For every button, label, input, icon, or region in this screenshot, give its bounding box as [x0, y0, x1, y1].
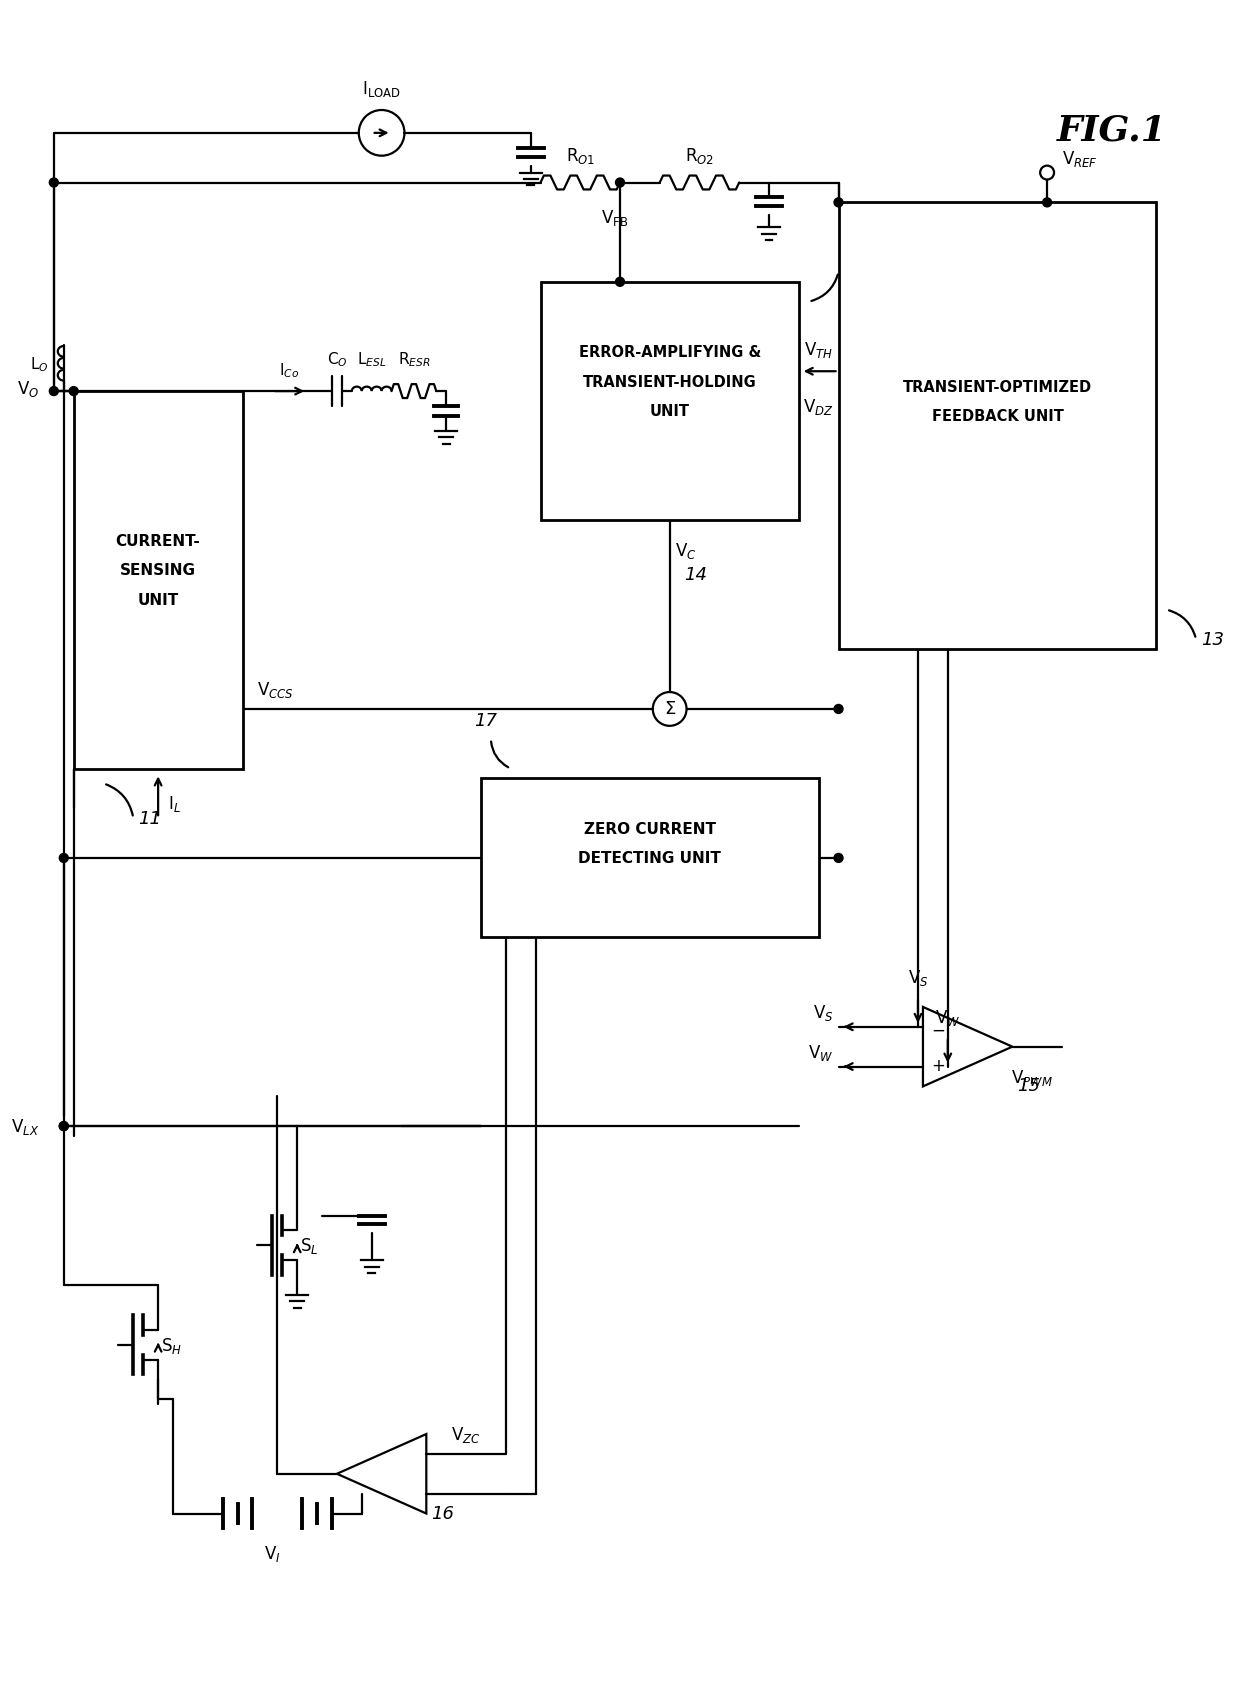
- Text: DETECTING UNIT: DETECTING UNIT: [578, 851, 722, 866]
- Text: CURRENT-: CURRENT-: [115, 533, 201, 548]
- Circle shape: [50, 178, 58, 188]
- FancyBboxPatch shape: [541, 282, 799, 521]
- Text: UNIT: UNIT: [138, 593, 179, 608]
- Text: I$_{Co}$: I$_{Co}$: [279, 362, 299, 380]
- Circle shape: [835, 199, 843, 207]
- Text: 16: 16: [432, 1504, 454, 1521]
- Text: $+$: $+$: [931, 1056, 945, 1073]
- Text: V$_{PWM}$: V$_{PWM}$: [1012, 1066, 1053, 1087]
- Text: UNIT: UNIT: [650, 404, 689, 419]
- Text: V$_{DZ}$: V$_{DZ}$: [802, 397, 833, 416]
- Text: FIG.1: FIG.1: [1056, 114, 1167, 148]
- Text: V$_O$: V$_O$: [16, 379, 38, 399]
- Circle shape: [835, 705, 843, 713]
- Text: FEEDBACK UNIT: FEEDBACK UNIT: [931, 409, 1064, 424]
- Circle shape: [615, 278, 625, 287]
- Text: V$_{ZC}$: V$_{ZC}$: [451, 1425, 481, 1443]
- FancyBboxPatch shape: [838, 204, 1157, 650]
- Circle shape: [60, 854, 68, 863]
- Text: V$_{REF}$: V$_{REF}$: [1061, 148, 1097, 168]
- Text: V$_{\rm FB}$: V$_{\rm FB}$: [601, 209, 629, 228]
- FancyBboxPatch shape: [73, 392, 243, 769]
- Text: I$_{\rm LOAD}$: I$_{\rm LOAD}$: [362, 80, 401, 98]
- Text: C$_O$: C$_O$: [326, 350, 347, 368]
- Text: R$_{O1}$: R$_{O1}$: [565, 146, 595, 165]
- Text: R$_{O2}$: R$_{O2}$: [684, 146, 714, 165]
- Text: TRANSIENT-OPTIMIZED: TRANSIENT-OPTIMIZED: [903, 379, 1092, 394]
- Text: L$_O$: L$_O$: [30, 355, 48, 374]
- Text: L$_{ESL}$: L$_{ESL}$: [357, 350, 387, 368]
- Circle shape: [60, 1122, 68, 1131]
- Text: $\Sigma$: $\Sigma$: [663, 700, 676, 718]
- Text: $-$: $-$: [931, 1020, 945, 1037]
- Text: 12: 12: [843, 263, 867, 282]
- Circle shape: [615, 178, 625, 188]
- Text: 14: 14: [684, 565, 708, 584]
- Circle shape: [60, 1122, 68, 1131]
- Text: ZERO CURRENT: ZERO CURRENT: [584, 822, 715, 835]
- Circle shape: [1043, 199, 1052, 207]
- Circle shape: [835, 854, 843, 863]
- Text: 17: 17: [475, 711, 497, 730]
- Text: V$_W$: V$_W$: [808, 1043, 833, 1061]
- Text: S$_H$: S$_H$: [161, 1335, 182, 1355]
- Text: V$_S$: V$_S$: [908, 968, 929, 988]
- Text: 11: 11: [138, 810, 161, 827]
- Text: 13: 13: [1202, 632, 1224, 649]
- FancyBboxPatch shape: [481, 779, 818, 937]
- Text: V$_{LX}$: V$_{LX}$: [11, 1117, 38, 1136]
- Text: 15: 15: [1017, 1077, 1040, 1095]
- Text: V$_W$: V$_W$: [935, 1007, 961, 1027]
- Circle shape: [69, 387, 78, 396]
- Text: V$_I$: V$_I$: [264, 1543, 280, 1564]
- Text: SENSING: SENSING: [120, 564, 196, 577]
- Text: V$_C$: V$_C$: [675, 540, 696, 560]
- Text: S$_L$: S$_L$: [300, 1236, 319, 1255]
- Text: I$_L$: I$_L$: [169, 795, 181, 813]
- Circle shape: [50, 387, 58, 396]
- Text: V$_{TH}$: V$_{TH}$: [805, 340, 833, 360]
- Text: V$_{CCS}$: V$_{CCS}$: [258, 679, 294, 700]
- Text: V$_S$: V$_S$: [813, 1002, 833, 1022]
- Text: TRANSIENT-HOLDING: TRANSIENT-HOLDING: [583, 375, 756, 389]
- Text: ERROR-AMPLIFYING &: ERROR-AMPLIFYING &: [579, 345, 761, 360]
- Text: R$_{ESR}$: R$_{ESR}$: [398, 350, 430, 368]
